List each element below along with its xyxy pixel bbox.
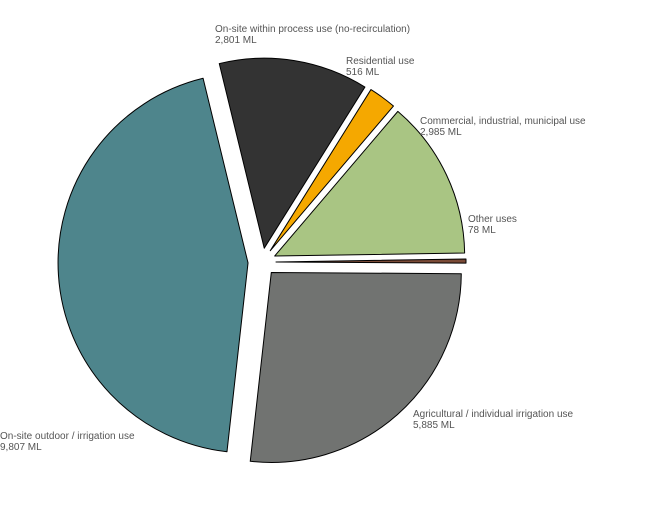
slice-label-residential-use: Residential use 516 ML — [346, 56, 415, 78]
pie-slice-on-site-within-process-use-no-recirculation — [218, 57, 366, 249]
slice-label-name: On-site within process use (no-recircula… — [215, 24, 410, 35]
slice-label-other-uses: Other uses 78 ML — [468, 214, 517, 236]
pie-slice-on-site-outdoor-irrigation-use — [57, 77, 249, 453]
slice-label-name: Residential use — [346, 56, 415, 67]
slice-label-commercial-industrial-municipal-use: Commercial, industrial, municipal use 2,9… — [420, 116, 586, 138]
slice-label-on-site-outdoor-irrigation-use: On-site outdoor / irrigation use 9,807 ML — [0, 431, 135, 453]
slice-label-value: 78 ML — [468, 225, 496, 236]
slice-label-value: 2,985 ML — [420, 127, 462, 138]
pie-slice-residential-use — [269, 89, 394, 252]
slice-label-value: 9,807 ML — [0, 442, 42, 453]
slice-label-name: Commercial, industrial, municipal use — [420, 116, 586, 127]
pie-slices — [57, 57, 467, 463]
pie-slice-agricultural-individual-irrigation-use — [249, 271, 462, 463]
slice-label-name: Agricultural / individual irrigation use — [413, 409, 574, 420]
slice-label-name: Other uses — [468, 214, 517, 225]
slice-label-value: 516 ML — [346, 67, 380, 78]
slice-label-value: 2,801 ML — [215, 35, 257, 46]
pie-slice-other-uses — [275, 258, 467, 264]
slice-label-agricultural-individual-irrigation-use: Agricultural / individual irrigation use… — [413, 409, 574, 431]
pie-slice-commercial-industrial-municipal-use — [274, 110, 466, 257]
slice-label-value: 5,885 ML — [413, 420, 455, 431]
pie-labels: Residential use 516 ML Commercial, industr… — [0, 24, 586, 453]
slice-label-name: On-site outdoor / irrigation use — [0, 431, 135, 442]
slice-label-on-site-within-process-use-no-recirculation: On-site within process use (no-recircula… — [215, 24, 410, 46]
